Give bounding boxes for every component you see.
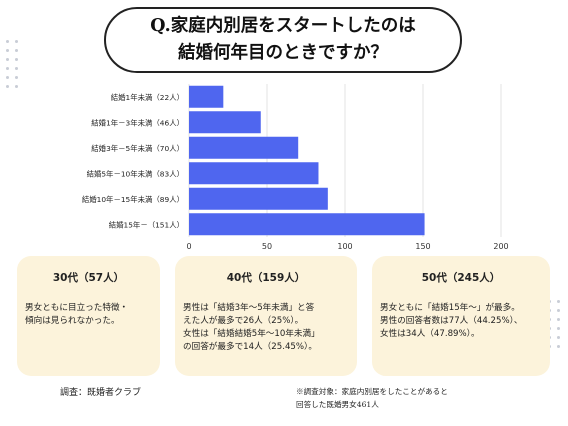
x-tick-label: 200 [493, 242, 508, 250]
card-40s-body: 男性は「結婚3年～5年未満」と答 えた人が最多で26人（25%）。 女性は「結婚… [183, 302, 349, 354]
y-category-label: 結婚1年未満（22人） [111, 93, 184, 102]
bar [189, 162, 319, 185]
card-30s-line: 傾向は見られなかった。 [25, 316, 120, 326]
decorative-dot [557, 309, 560, 312]
card-50s-line: 男女ともに「結婚15年～」が最多。 [380, 303, 520, 313]
decorative-dot [15, 40, 18, 43]
y-category-label: 結婚3年－5年未満（70人） [91, 144, 184, 153]
decorative-dot [6, 85, 9, 88]
card-30s-body: 男女ともに目立った特徴・ 傾向は見られなかった。 [25, 302, 152, 328]
decorative-dot [6, 40, 9, 43]
card-40s: 40代（159人） 男性は「結婚3年～5年未満」と答 えた人が最多で26人（25… [175, 256, 357, 376]
x-tick-label: 50 [262, 242, 272, 250]
card-50s-line: 女性は34人（47.89%）。 [380, 329, 480, 339]
survey-source: 調査：既婚者クラブ [60, 388, 142, 398]
decorative-dot [15, 49, 18, 52]
card-50s-title: 50代（245人） [421, 272, 501, 284]
card-50s-body: 男女ともに「結婚15年～」が最多。 男性の回答者数は77人（44.25%）、 女… [380, 302, 542, 341]
x-tick-label: 150 [415, 242, 430, 250]
decorative-dot [6, 58, 9, 61]
decorative-dot [557, 327, 560, 330]
card-40s-title: 40代（159人） [226, 272, 306, 284]
y-category-label: 結婚1年－3年未満（46人） [91, 118, 184, 127]
decorative-dot [557, 345, 560, 348]
card-40s-line: 男性は「結婚3年～5年未満」と答 [183, 303, 315, 313]
decorative-dot [15, 76, 18, 79]
card-40s-line: えた人が最多で26人（25%）。 [183, 316, 304, 326]
title-line-1: Q.家庭内別居をスタートしたのは [150, 16, 416, 36]
decorative-dot [557, 318, 560, 321]
decorative-dot [15, 58, 18, 61]
card-50s-line: 男性の回答者数は77人（44.25%）、 [380, 316, 523, 326]
decorative-dot [557, 300, 560, 303]
bar-chart: 0 50 100 150 200 結婚1年未満（22人） 結婚1年－3年未満（46人） 結婚3… [82, 84, 509, 250]
decorative-dot [6, 67, 9, 70]
bar [189, 111, 261, 134]
decorative-dot [6, 76, 9, 79]
y-category-label: 結婚10年－15年未満（89人） [82, 195, 184, 204]
card-40s-line: 女性は「結婚結婚5年～10年未満」 [183, 329, 320, 339]
decorative-dot [15, 67, 18, 70]
y-category-label: 結婚5年－10年未満（83人） [87, 169, 184, 178]
x-tick-label: 100 [337, 242, 352, 250]
decorative-dot [557, 336, 560, 339]
x-tick-label: 0 [186, 242, 191, 250]
decorative-dot [6, 49, 9, 52]
survey-note-line: 回答した既婚男女461人 [296, 400, 379, 409]
title-line-2: 結婚何年目のときですか？ [178, 43, 388, 63]
bar [189, 136, 299, 159]
survey-note: ※調査対象：家庭内別居をしたことがあると 回答した既婚男女461人 [296, 385, 448, 411]
card-30s-title: 30代（57人） [52, 272, 125, 284]
decorative-dot [15, 85, 18, 88]
title-banner: Q.家庭内別居をスタートしたのは 結婚何年目のときですか？ [104, 7, 462, 73]
card-30s-line: 男女ともに目立った特徴・ [25, 303, 129, 313]
bar [189, 85, 224, 108]
card-30s: 30代（57人） 男女ともに目立った特徴・ 傾向は見られなかった。 [17, 256, 160, 376]
card-50s: 50代（245人） 男女ともに「結婚15年～」が最多。 男性の回答者数は77人（… [372, 256, 550, 376]
bar [189, 187, 328, 210]
card-40s-line: の回答が最多で14人（25.45%）。 [183, 342, 317, 352]
survey-note-line: ※調査対象：家庭内別居をしたことがあると [296, 387, 448, 396]
bar [189, 213, 425, 236]
y-category-label: 結婚15年－（151人） [109, 220, 184, 229]
